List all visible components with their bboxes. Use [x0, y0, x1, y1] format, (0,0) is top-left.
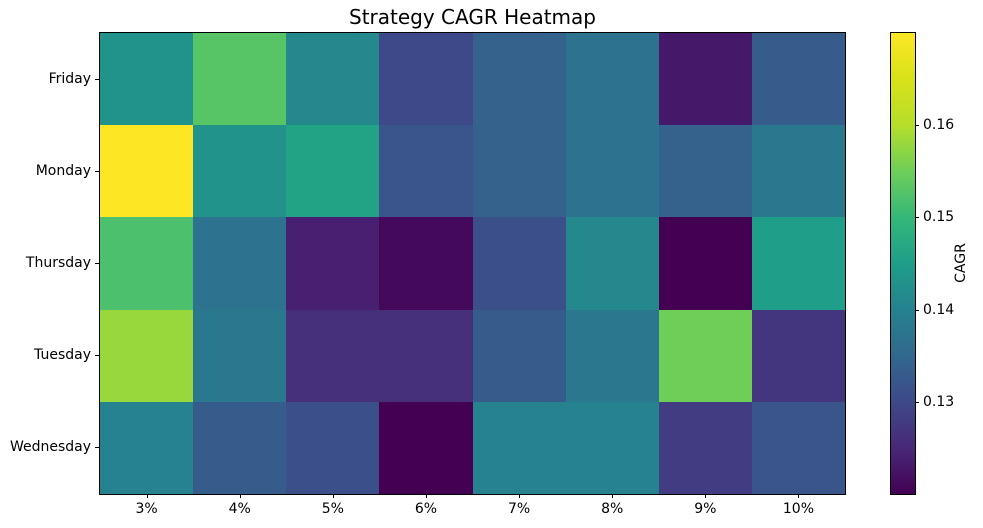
- x-tick-mark: [332, 494, 334, 498]
- x-tick-label: 4%: [228, 501, 251, 517]
- heatmap-cell: [658, 401, 752, 494]
- heatmap-cell: [658, 125, 752, 218]
- heatmap-cell: [286, 125, 380, 218]
- y-tick-mark: [95, 355, 99, 356]
- y-tick-label: Friday: [48, 71, 91, 87]
- y-tick-label: Thursday: [25, 255, 91, 271]
- y-tick-label: Wednesday: [9, 439, 91, 455]
- heatmap-cell: [379, 33, 473, 126]
- heatmap-cell: [379, 309, 473, 402]
- heatmap-cell: [286, 309, 380, 402]
- y-tick-mark: [95, 171, 99, 172]
- heatmap-cell: [565, 217, 659, 310]
- heatmap-cell: [565, 33, 659, 126]
- colorbar-label: CAGR: [953, 243, 969, 283]
- x-tick-mark: [425, 494, 427, 498]
- y-tick-label: Monday: [35, 163, 91, 179]
- heatmap-cell: [751, 217, 845, 310]
- heatmap-cell: [565, 401, 659, 494]
- colorbar-gradient: [891, 33, 915, 494]
- heatmap-cell: [286, 401, 380, 494]
- heatmap-cell: [379, 217, 473, 310]
- chart-title: Strategy CAGR Heatmap: [349, 5, 596, 29]
- x-tick-label: 3%: [135, 501, 158, 517]
- heatmap-cell: [658, 33, 752, 126]
- heatmap-cell: [472, 217, 566, 310]
- heatmap-cell: [193, 309, 287, 402]
- x-tick-mark: [798, 494, 800, 498]
- heatmap-cell: [100, 217, 194, 310]
- heatmap-cell: [379, 125, 473, 218]
- colorbar: [890, 32, 916, 495]
- heatmap-grid: [100, 33, 845, 494]
- heatmap-cell: [286, 217, 380, 310]
- heatmap-cell: [193, 217, 287, 310]
- heatmap-cell: [100, 33, 194, 126]
- heatmap-cell: [286, 33, 380, 126]
- y-tick-mark: [95, 79, 99, 80]
- x-tick-label: 7%: [507, 501, 531, 517]
- heatmap-cell: [472, 33, 566, 126]
- heatmap-cell: [751, 33, 845, 126]
- heatmap-cell: [751, 125, 845, 218]
- heatmap-cell: [751, 401, 845, 494]
- colorbar-tick-mark: [915, 125, 919, 127]
- colorbar-tick-label: 0.16: [923, 117, 955, 134]
- y-tick-mark: [95, 447, 99, 448]
- heatmap-cell: [100, 309, 194, 402]
- x-tick-mark: [519, 494, 521, 498]
- heatmap-cell: [379, 401, 473, 494]
- y-tick-label: Tuesday: [34, 347, 91, 363]
- colorbar-tick-label: 0.15: [923, 209, 955, 226]
- heatmap-cell: [472, 401, 566, 494]
- heatmap-cell: [100, 401, 194, 494]
- colorbar-tick-label: 0.14: [923, 301, 955, 318]
- y-tick-mark: [95, 263, 99, 264]
- heatmap-cell: [658, 309, 752, 402]
- colorbar-tick-mark: [915, 217, 919, 219]
- heatmap-cell: [100, 125, 194, 218]
- heatmap-cell: [193, 125, 287, 218]
- x-tick-mark: [239, 494, 241, 498]
- heatmap-cell: [565, 125, 659, 218]
- colorbar-tick-label: 0.13: [923, 393, 955, 410]
- colorbar-tick-mark: [915, 401, 919, 403]
- heatmap-plot: [99, 32, 846, 495]
- x-tick-mark: [146, 494, 148, 498]
- x-tick-mark: [612, 494, 614, 498]
- heatmap-cell: [193, 33, 287, 126]
- heatmap-cell: [658, 217, 752, 310]
- x-tick-label: 9%: [694, 501, 717, 517]
- x-tick-mark: [705, 494, 707, 498]
- x-tick-label: 10%: [782, 501, 814, 517]
- heatmap-cell: [472, 309, 566, 402]
- x-tick-label: 8%: [601, 501, 624, 517]
- heatmap-cell: [472, 125, 566, 218]
- x-tick-label: 6%: [414, 501, 438, 517]
- heatmap-cell: [193, 401, 287, 494]
- heatmap-cell: [751, 309, 845, 402]
- colorbar-tick-mark: [915, 309, 919, 311]
- heatmap-cell: [565, 309, 659, 402]
- x-tick-label: 5%: [321, 501, 344, 517]
